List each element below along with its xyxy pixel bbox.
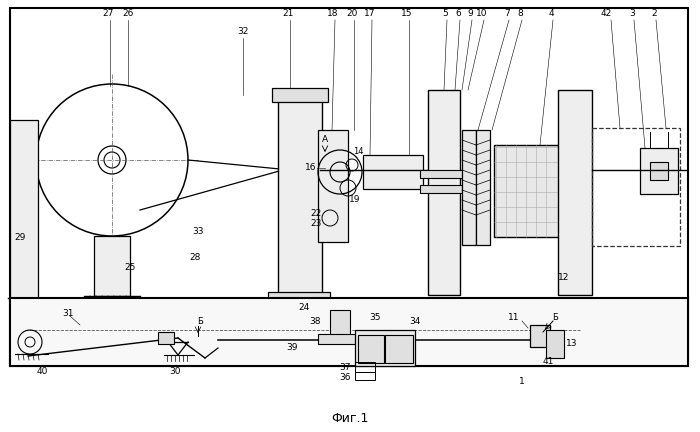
Text: A: A [322,136,328,144]
Text: 40: 40 [36,368,48,377]
Bar [462,130,476,245]
Text: 41: 41 [542,358,554,366]
Text: 30: 30 [169,368,181,377]
Text: 8: 8 [517,10,523,19]
Text: 3: 3 [629,10,635,19]
Text: 16: 16 [305,163,316,172]
Bar [420,170,470,178]
Text: 6: 6 [455,10,461,19]
Bar [268,292,330,302]
Text: 15: 15 [401,10,413,19]
Text: 28: 28 [189,254,201,263]
Text: 14: 14 [353,147,363,156]
Bar [358,335,384,363]
Text: 9: 9 [467,10,473,19]
Bar [592,128,680,246]
Text: 18: 18 [328,10,339,19]
Bar [94,236,130,296]
Bar [10,8,688,366]
Text: 24: 24 [298,304,309,312]
Text: 37: 37 [340,363,351,372]
Text: 11: 11 [508,314,519,323]
Bar [318,334,362,344]
Bar [355,372,375,380]
Text: 1: 1 [519,378,525,387]
Bar [318,130,348,242]
Text: 27: 27 [102,10,113,19]
Bar [420,185,470,193]
Text: Фиг.1: Фиг.1 [331,412,369,425]
Text: 32: 32 [237,28,248,36]
Text: 36: 36 [340,374,351,382]
Text: 2: 2 [651,10,657,19]
Bar [530,325,550,347]
Text: 13: 13 [566,340,578,349]
Bar [546,330,564,358]
Text: 38: 38 [309,318,321,327]
Text: 42: 42 [601,10,612,19]
Bar [355,330,415,366]
Text: 21: 21 [282,10,294,19]
Text: 34: 34 [410,318,421,327]
Text: 7: 7 [504,10,510,19]
Text: 22: 22 [310,209,321,217]
Text: 33: 33 [193,228,204,236]
Text: 4: 4 [548,10,554,19]
Bar [640,148,678,194]
Text: Б: Б [197,318,203,327]
Text: 20: 20 [346,10,358,19]
Text: 29: 29 [14,234,26,242]
Text: 31: 31 [62,308,74,318]
Text: 23: 23 [310,219,322,229]
Bar [476,130,490,245]
Bar [272,88,328,102]
Bar [428,90,460,295]
Text: 19: 19 [349,196,360,204]
Bar [10,120,38,298]
Bar [158,332,174,344]
Bar [650,162,668,180]
Bar [363,155,423,189]
Text: 17: 17 [364,10,376,19]
Bar [330,310,350,338]
Bar [558,90,592,295]
Bar [355,362,375,372]
Bar [278,95,322,295]
Bar [494,145,559,237]
Text: Б: Б [552,312,558,321]
Text: 5: 5 [442,10,448,19]
Text: 12: 12 [558,273,569,283]
Bar [385,335,413,363]
Text: 25: 25 [125,264,136,273]
Text: 39: 39 [286,343,297,353]
Text: 26: 26 [122,10,134,19]
Text: 10: 10 [476,10,488,19]
Text: 35: 35 [370,314,381,323]
Bar [10,298,688,366]
